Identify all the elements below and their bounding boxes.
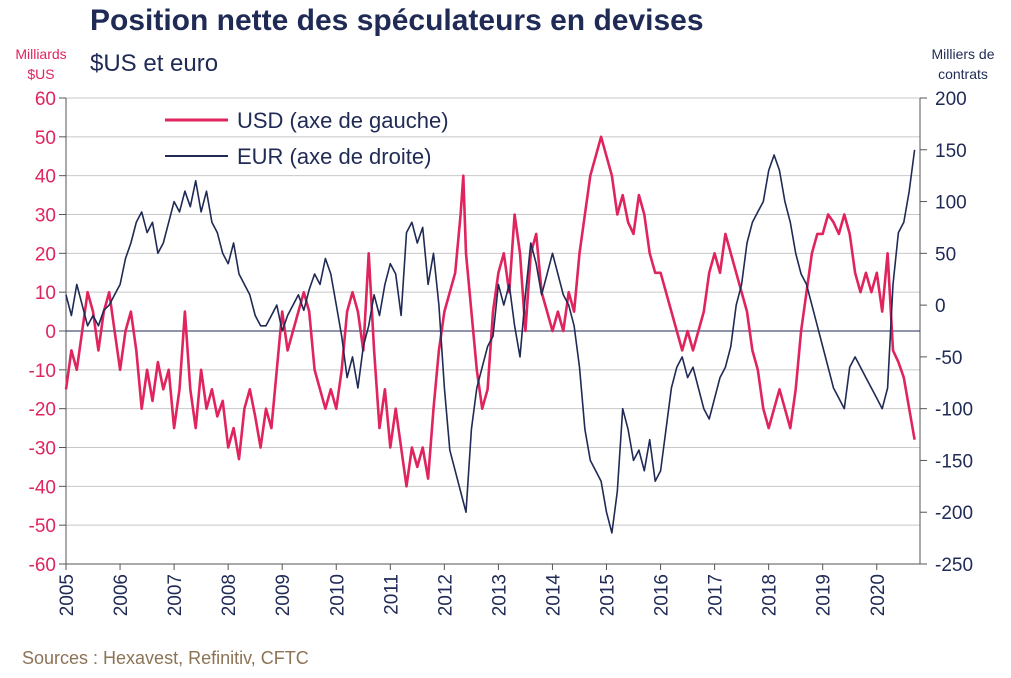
right-tick-label-9: -250 xyxy=(935,555,973,576)
left-tick-label-0: 60 xyxy=(35,89,56,110)
chart-subtitle: $US et euro xyxy=(90,50,219,77)
left-tick-label-8: -20 xyxy=(29,400,56,421)
legend-label-eur: EUR (axe de droite) xyxy=(237,144,431,169)
series-line-eur xyxy=(65,149,916,534)
left-tick-label-11: -50 xyxy=(29,516,56,537)
series-line-usd xyxy=(64,135,916,488)
x-tick-label-2020: 2020 xyxy=(868,574,889,616)
left-tick-label-10: -40 xyxy=(29,477,56,498)
right-tick-label-5: -50 xyxy=(935,348,962,369)
left-axis-unit: Milliards $US xyxy=(2,44,80,84)
x-tick-label-2011: 2011 xyxy=(381,574,402,615)
x-tick-label-2019: 2019 xyxy=(814,574,835,616)
sources-note: Sources : Hexavest, Refinitiv, CFTC xyxy=(22,648,309,668)
x-tick-label-2008: 2008 xyxy=(219,574,240,616)
axes: 6050403020100-10-20-30-40-50-60200150100… xyxy=(29,89,974,616)
x-tick-label-2016: 2016 xyxy=(652,574,673,616)
left-tick-label-7: -10 xyxy=(29,361,56,382)
x-tick-label-2015: 2015 xyxy=(598,574,619,616)
x-tick-label-2012: 2012 xyxy=(435,574,456,616)
x-tick-label-2007: 2007 xyxy=(165,574,186,616)
right-axis-unit-line-2: contrats xyxy=(938,66,988,82)
left-tick-label-3: 30 xyxy=(35,206,56,227)
x-tick-label-2009: 2009 xyxy=(273,574,294,616)
left-tick-label-5: 10 xyxy=(35,283,56,304)
right-tick-label-2: 100 xyxy=(935,193,967,214)
left-axis-unit-line-2: $US xyxy=(27,66,55,82)
left-tick-label-6: 0 xyxy=(45,322,56,343)
x-tick-label-2017: 2017 xyxy=(706,574,727,616)
right-axis-unit-line-1: Milliers de xyxy=(931,46,995,62)
legend: USD (axe de gauche) EUR (axe de droite) xyxy=(165,108,449,169)
legend-label-usd: USD (axe de gauche) xyxy=(237,108,449,133)
left-tick-label-1: 50 xyxy=(35,128,56,149)
left-axis-unit-line-1: Milliards xyxy=(15,46,67,62)
x-tick-label-2005: 2005 xyxy=(57,574,78,616)
left-tick-label-12: -60 xyxy=(29,555,56,576)
right-tick-label-8: -200 xyxy=(935,503,973,524)
left-tick-label-4: 20 xyxy=(35,244,56,265)
right-tick-label-0: 200 xyxy=(935,89,967,110)
right-tick-label-7: -150 xyxy=(935,451,973,472)
right-tick-label-6: -100 xyxy=(935,400,973,421)
x-tick-label-2010: 2010 xyxy=(327,574,348,616)
chart-title: Position nette des spéculateurs en devis… xyxy=(90,4,704,37)
x-tick-label-2006: 2006 xyxy=(111,574,132,616)
right-tick-label-3: 50 xyxy=(935,244,956,265)
right-tick-label-4: 0 xyxy=(935,296,946,317)
left-tick-label-9: -30 xyxy=(29,439,56,460)
right-tick-label-1: 150 xyxy=(935,141,967,162)
x-tick-label-2014: 2014 xyxy=(543,574,564,617)
x-tick-label-2013: 2013 xyxy=(489,574,510,616)
series-lines xyxy=(64,135,916,534)
x-tick-label-2018: 2018 xyxy=(760,574,781,616)
left-tick-label-2: 40 xyxy=(35,167,56,188)
right-axis-unit: Milliers de contrats xyxy=(918,44,1008,84)
